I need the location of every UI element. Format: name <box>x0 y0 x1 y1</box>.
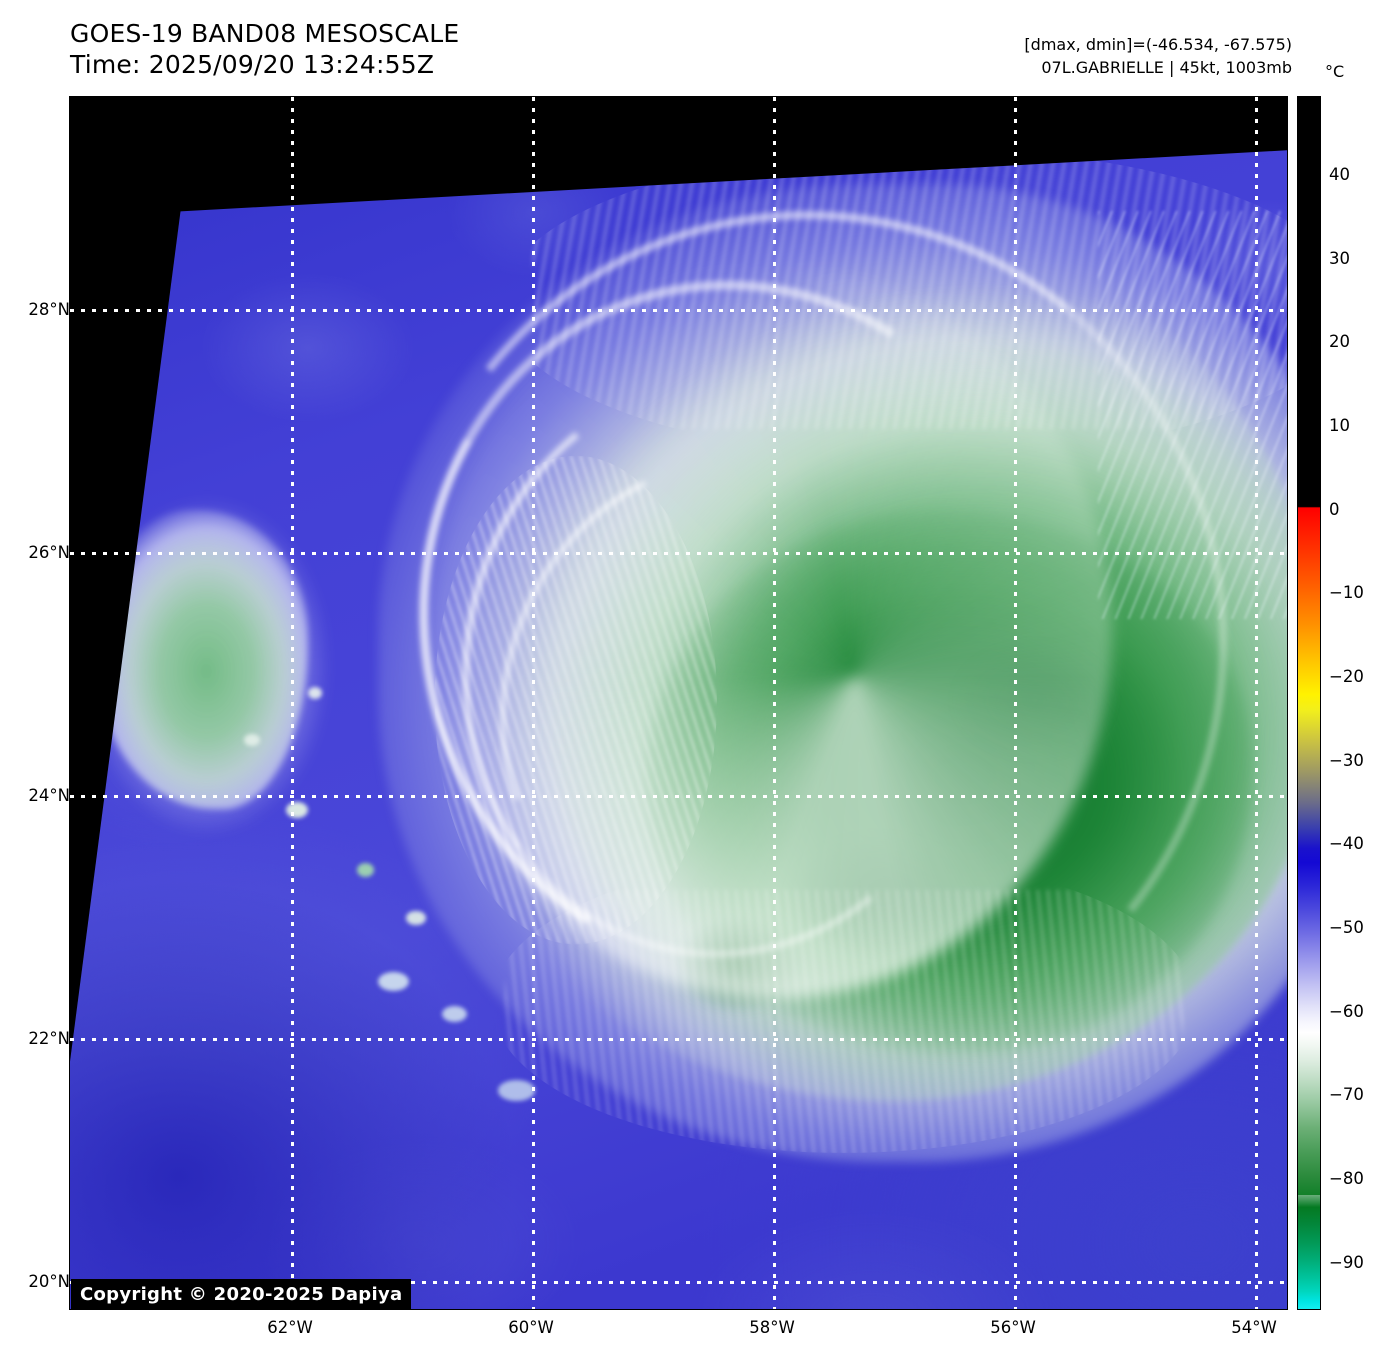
cbtick-10: 10 <box>1329 416 1350 435</box>
satellite-image-plot[interactable]: Copyright © 2020-2025 Dapiya <box>69 96 1288 1310</box>
timestamp: Time: 2025/09/20 13:24:55Z <box>70 50 435 79</box>
header-info-block: [dmax, dmin]=(-46.534, -67.575) 07L.GABR… <box>1024 33 1292 79</box>
convective-cell <box>244 734 260 747</box>
ytick-22n: 22°N <box>28 1029 70 1048</box>
colorbar-gradient <box>1298 97 1320 1309</box>
west-striations <box>434 455 717 945</box>
cbtick-m40: −40 <box>1329 834 1364 853</box>
xtick-56w: 56°W <box>990 1318 1036 1337</box>
ytick-28n: 28°N <box>28 300 70 319</box>
north-cirrus-outflow <box>533 147 1287 429</box>
cbtick-m90: −90 <box>1329 1253 1364 1272</box>
cbtick-0: 0 <box>1329 500 1340 519</box>
south-cirrus-outflow <box>505 890 1183 1153</box>
convective-cell <box>356 862 374 877</box>
storm-info-readout: 07L.GABRIELLE | 45kt, 1003mb <box>1041 58 1292 77</box>
convective-cell <box>498 1080 535 1101</box>
cbtick-m50: −50 <box>1329 918 1364 937</box>
temperature-colorbar[interactable] <box>1297 96 1321 1310</box>
cbtick-m80: −80 <box>1329 1169 1364 1188</box>
colorbar-unit-label: °C <box>1325 62 1345 81</box>
xtick-54w: 54°W <box>1231 1318 1277 1337</box>
xtick-60w: 60°W <box>508 1318 554 1337</box>
cbtick-40: 40 <box>1329 165 1350 184</box>
convective-cell <box>307 686 322 699</box>
ytick-26n: 26°N <box>28 543 70 562</box>
header-title-block: GOES-19 BAND08 MESOSCALE Time: 2025/09/2… <box>70 18 459 80</box>
convective-cell <box>406 910 427 926</box>
xtick-62w: 62°W <box>267 1318 313 1337</box>
satellite-swath <box>70 143 1287 1309</box>
cbtick-m20: −20 <box>1329 667 1364 686</box>
copyright-banner: Copyright © 2020-2025 Dapiya <box>71 1279 412 1309</box>
cbtick-m10: −10 <box>1329 583 1364 602</box>
ytick-24n: 24°N <box>28 786 70 805</box>
cbtick-m70: −70 <box>1329 1085 1364 1104</box>
cbtick-20: 20 <box>1329 332 1350 351</box>
page-title: GOES-19 BAND08 MESOSCALE <box>70 19 460 48</box>
cbtick-m30: −30 <box>1329 751 1364 770</box>
convective-cell <box>441 1005 468 1022</box>
xtick-58w: 58°W <box>749 1318 795 1337</box>
convective-cell <box>378 971 410 991</box>
dmax-dmin-readout: [dmax, dmin]=(-46.534, -67.575) <box>1024 35 1292 54</box>
convective-cell <box>286 801 308 819</box>
cbtick-30: 30 <box>1329 249 1350 268</box>
cbtick-m60: −60 <box>1329 1002 1364 1021</box>
east-cirrus-streaks <box>1098 211 1287 619</box>
ytick-20n: 20°N <box>28 1272 70 1291</box>
